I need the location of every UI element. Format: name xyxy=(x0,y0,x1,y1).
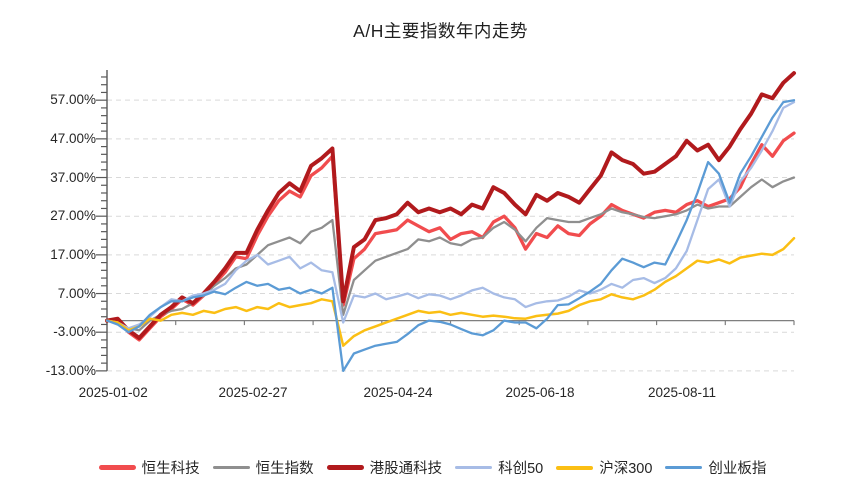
legend-swatch xyxy=(212,465,250,470)
legend-item: 恒生指数 xyxy=(212,457,314,478)
y-axis-tick-label: 47.00% xyxy=(50,130,96,146)
series-line xyxy=(105,99,796,373)
legend: 恒生科技 恒生指数 港股通科技 科创50 沪深300 创业板指 xyxy=(0,457,865,478)
legend-label: 创业板指 xyxy=(708,461,767,477)
legend-item: 科创50 xyxy=(455,457,543,478)
x-axis-tick-label: 2025-06-18 xyxy=(505,385,575,400)
legend-label: 科创50 xyxy=(498,461,544,477)
x-axis-tick-label: 2025-04-24 xyxy=(363,385,433,400)
x-axis-tick-label: 2025-08-11 xyxy=(647,385,717,400)
legend-label: 恒生科技 xyxy=(141,461,200,477)
legend-label: 沪深300 xyxy=(599,461,653,477)
legend-label: 恒生指数 xyxy=(255,461,314,477)
x-axis-tick-label: 2025-02-27 xyxy=(218,385,288,400)
y-axis-tick-label: 57.00% xyxy=(50,92,96,108)
y-axis-tick-label: 27.00% xyxy=(50,208,96,224)
series-line xyxy=(105,131,796,342)
legend-item: 沪深300 xyxy=(556,457,652,478)
x-axis-tick-label: 2025-01-02 xyxy=(78,385,148,400)
y-axis-tick-label: 7.00% xyxy=(57,285,96,301)
legend-item: 港股通科技 xyxy=(326,457,443,478)
series-line xyxy=(105,236,796,347)
chart-title: A/H主要指数年内走势 xyxy=(353,21,528,41)
legend-item: 创业板指 xyxy=(665,457,766,478)
series-line xyxy=(105,100,796,330)
legend-swatch xyxy=(326,464,364,471)
legend-swatch xyxy=(455,465,493,470)
series-line xyxy=(105,71,796,340)
legend-swatch xyxy=(98,465,136,470)
series-line xyxy=(105,176,796,332)
y-axis-tick-label: -3.00% xyxy=(53,324,96,340)
y-axis-tick-label: 17.00% xyxy=(50,246,96,262)
legend-item: 恒生科技 xyxy=(98,457,200,478)
y-axis-tick-label: 37.00% xyxy=(50,169,96,185)
legend-label: 港股通科技 xyxy=(369,461,443,477)
legend-swatch xyxy=(556,465,594,470)
y-axis-tick-label: -13.00% xyxy=(45,362,96,378)
legend-swatch xyxy=(665,465,703,470)
